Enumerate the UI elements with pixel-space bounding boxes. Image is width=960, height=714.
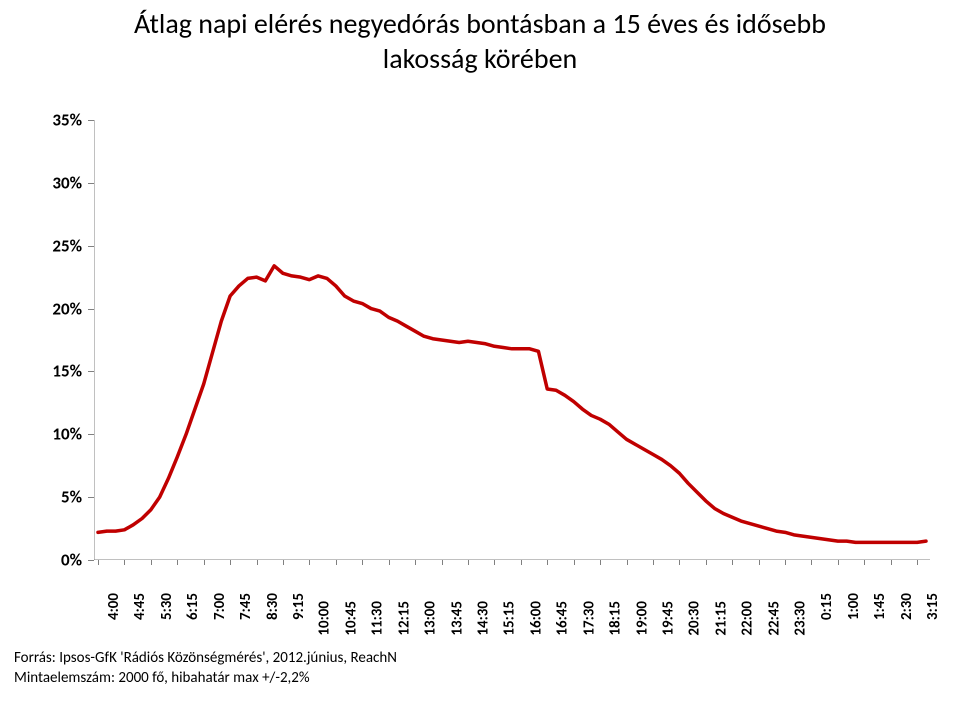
data-line <box>98 266 926 543</box>
title-line-1: Átlag napi elérés negyedórás bontásban a… <box>134 6 826 41</box>
x-tick-label: 4:45 <box>131 593 149 620</box>
x-tick-label: 4:00 <box>105 593 123 620</box>
line-chart-svg <box>94 120 930 560</box>
x-tick-mark <box>917 560 918 565</box>
x-tick-label: 16:45 <box>554 601 572 636</box>
x-tick-label: 10:45 <box>342 601 360 636</box>
y-tick-label: 10% <box>40 424 82 445</box>
x-tick-label: 7:45 <box>237 593 255 620</box>
x-tick-label: 15:15 <box>501 601 519 636</box>
x-tick-label: 1:45 <box>871 593 889 620</box>
x-tick-mark <box>204 560 205 565</box>
x-tick-label: 10:00 <box>316 601 334 636</box>
x-tick-mark <box>389 560 390 565</box>
x-tick-mark <box>811 560 812 565</box>
x-tick-mark <box>574 560 575 565</box>
x-tick-label: 13:45 <box>448 601 466 636</box>
x-tick-label: 2:30 <box>898 593 916 620</box>
x-tick-mark <box>627 560 628 565</box>
x-tick-label: 19:00 <box>633 601 651 636</box>
x-tick-mark <box>124 560 125 565</box>
x-tick-mark <box>706 560 707 565</box>
x-tick-mark <box>336 560 337 565</box>
x-tick-label: 16:00 <box>527 601 545 636</box>
x-tick-label: 6:15 <box>184 593 202 620</box>
x-tick-mark <box>283 560 284 565</box>
y-tick-label: 20% <box>40 298 82 319</box>
x-tick-mark <box>415 560 416 565</box>
x-tick-mark <box>151 560 152 565</box>
x-tick-label: 0:15 <box>818 593 836 620</box>
y-tick-label: 5% <box>40 487 82 508</box>
x-tick-label: 12:15 <box>395 601 413 636</box>
x-tick-mark <box>362 560 363 565</box>
chart-footer: Forrás: Ipsos-GfK 'Rádiós Közönségmérés'… <box>14 648 397 689</box>
x-tick-mark <box>759 560 760 565</box>
x-tick-mark <box>732 560 733 565</box>
y-tick-label: 15% <box>40 361 82 382</box>
x-tick-label: 8:30 <box>264 593 282 620</box>
x-tick-mark <box>494 560 495 565</box>
x-tick-label: 9:15 <box>290 593 308 620</box>
x-tick-mark <box>230 560 231 565</box>
title-line-2: lakosság körében <box>383 41 577 76</box>
x-tick-mark <box>257 560 258 565</box>
x-tick-mark <box>547 560 548 565</box>
x-tick-label: 5:30 <box>158 593 176 620</box>
x-tick-label: 21:15 <box>712 601 730 636</box>
x-tick-label: 23:30 <box>792 601 810 636</box>
x-tick-mark <box>864 560 865 565</box>
x-tick-label: 19:45 <box>659 601 677 636</box>
plot-area <box>94 120 930 560</box>
x-tick-label: 7:00 <box>211 593 229 620</box>
x-tick-label: 18:15 <box>607 601 625 636</box>
footer-sample: Mintaelemszám: 2000 fő, hibahatár max +/… <box>14 668 397 688</box>
chart-title: Átlag napi elérés negyedórás bontásban a… <box>0 0 960 76</box>
x-axis-ticks: 4:004:455:306:157:007:458:309:1510:0010:… <box>94 560 930 620</box>
x-tick-mark <box>891 560 892 565</box>
y-tick-label: 30% <box>40 172 82 193</box>
x-tick-label: 1:00 <box>845 593 863 620</box>
x-tick-label: 17:30 <box>580 601 598 636</box>
x-tick-mark <box>468 560 469 565</box>
x-tick-label: 14:30 <box>475 601 493 636</box>
x-tick-mark <box>98 560 99 565</box>
x-tick-mark <box>600 560 601 565</box>
chart-area: 0%5%10%15%20%25%30%35% 4:004:455:306:157… <box>40 120 930 620</box>
x-tick-mark <box>177 560 178 565</box>
x-tick-mark <box>521 560 522 565</box>
x-tick-label: 22:00 <box>739 601 757 636</box>
y-tick-label: 0% <box>40 550 82 571</box>
y-tick-label: 35% <box>40 110 82 131</box>
x-tick-label: 20:30 <box>686 601 704 636</box>
x-tick-mark <box>679 560 680 565</box>
x-tick-mark <box>785 560 786 565</box>
x-tick-mark <box>442 560 443 565</box>
footer-source: Forrás: Ipsos-GfK 'Rádiós Közönségmérés'… <box>14 648 397 668</box>
x-tick-label: 22:45 <box>765 601 783 636</box>
y-axis-ticks: 0%5%10%15%20%25%30%35% <box>40 120 88 560</box>
x-tick-label: 11:30 <box>369 601 387 636</box>
x-tick-mark <box>653 560 654 565</box>
x-tick-mark <box>838 560 839 565</box>
x-tick-label: 13:00 <box>422 601 440 636</box>
x-tick-mark <box>309 560 310 565</box>
x-tick-label: 3:15 <box>924 593 942 620</box>
y-tick-label: 25% <box>40 235 82 256</box>
